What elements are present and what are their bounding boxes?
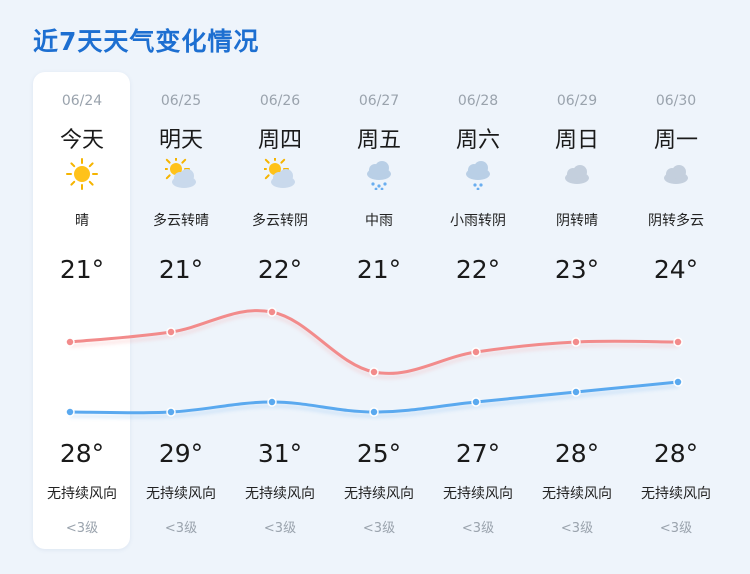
temp-top: 24° — [653, 255, 699, 284]
day-column: 06/28 周六小雨转阴 22° 27° 无持续风向 <3级 — [428, 72, 528, 549]
data-point — [471, 347, 481, 357]
wind-direction: 无持续风向 — [344, 486, 414, 502]
weather-text: 晴 — [75, 212, 89, 229]
wind-level: <3级 — [461, 521, 495, 536]
date-label: 06/25 — [160, 93, 202, 109]
date-label: 06/29 — [556, 93, 598, 109]
data-point — [369, 367, 379, 377]
day-name: 周六 — [455, 128, 500, 153]
date-label: 06/26 — [259, 93, 301, 109]
data-point — [65, 337, 75, 347]
day-name: 周日 — [554, 128, 599, 153]
weather-text: 小雨转阴 — [450, 212, 506, 229]
sunny-icon — [66, 158, 98, 190]
temp-top: 21° — [158, 255, 204, 284]
partly-cloudy-icon — [261, 155, 296, 190]
day-column: 06/25 明天多云转晴 21° 29° 无持续风向 <3级 — [131, 72, 231, 549]
wind-direction: 无持续风向 — [443, 486, 513, 502]
today-card — [33, 72, 130, 549]
data-point — [673, 377, 683, 387]
series-line — [68, 309, 680, 375]
temp-bottom: 28° — [554, 439, 600, 468]
temp-bottom: 28° — [59, 439, 105, 468]
rain-icon — [363, 158, 395, 191]
temp-top: 22° — [455, 255, 501, 284]
data-point — [673, 337, 683, 347]
day-column: 06/24 今天晴 21° 28° 无持续风向 <3级 — [32, 72, 132, 549]
day-column: 06/29 周日阴转晴 23° 28° 无持续风向 <3级 — [527, 72, 627, 549]
data-point — [571, 337, 581, 347]
date-label: 06/30 — [655, 93, 697, 109]
day-column: 06/26 周四多云转阴 22° 31° 无持续风向 <3级 — [230, 72, 330, 549]
date-label: 06/27 — [358, 93, 400, 109]
temp-bottom: 25° — [356, 439, 402, 468]
light-rain-icon — [462, 158, 494, 191]
date-label: 06/24 — [61, 93, 103, 109]
date-label: 06/28 — [457, 93, 499, 109]
data-point — [471, 397, 481, 407]
wind-direction: 无持续风向 — [245, 486, 315, 502]
wind-level: <3级 — [164, 521, 198, 536]
data-point — [571, 387, 581, 397]
data-point — [65, 407, 75, 417]
wind-level: <3级 — [65, 521, 99, 536]
day-name: 周四 — [257, 128, 302, 153]
temp-bottom: 27° — [455, 439, 501, 468]
temp-bottom: 29° — [158, 439, 204, 468]
weather-text: 多云转晴 — [153, 212, 209, 229]
temp-top: 23° — [554, 255, 600, 284]
day-column: 06/27 周五中雨 21° 25° 无持续风向 <3级 — [329, 72, 429, 549]
page-title: 近7天天气变化情况 — [33, 27, 260, 56]
partly-cloudy-icon — [162, 155, 197, 190]
data-point — [267, 307, 277, 317]
weather-text: 阴转多云 — [648, 212, 704, 229]
data-point — [369, 407, 379, 417]
day-name: 周五 — [356, 128, 401, 153]
temp-bottom: 28° — [653, 439, 699, 468]
day-name: 周一 — [653, 128, 698, 153]
wind-direction: 无持续风向 — [641, 486, 711, 502]
weather-text: 多云转阴 — [252, 212, 308, 229]
data-point — [166, 327, 176, 337]
cloudy-icon — [660, 158, 692, 190]
wind-level: <3级 — [659, 521, 693, 536]
weather-text: 中雨 — [365, 212, 393, 229]
cloudy-icon — [561, 158, 593, 190]
temp-bottom: 31° — [257, 439, 303, 468]
day-column: 06/30 周一阴转多云 24° 28° 无持续风向 <3级 — [626, 72, 726, 549]
day-name: 明天 — [158, 128, 203, 153]
wind-level: <3级 — [560, 521, 594, 536]
data-point — [267, 397, 277, 407]
weather-text: 阴转晴 — [556, 212, 598, 229]
wind-direction: 无持续风向 — [146, 486, 216, 502]
temp-top: 21° — [59, 255, 105, 284]
temp-top: 21° — [356, 255, 402, 284]
wind-level: <3级 — [263, 521, 297, 536]
wind-level: <3级 — [362, 521, 396, 536]
day-name: 今天 — [59, 128, 104, 153]
wind-direction: 无持续风向 — [47, 486, 117, 502]
temp-top: 22° — [257, 255, 303, 284]
data-point — [166, 407, 176, 417]
wind-direction: 无持续风向 — [542, 486, 612, 502]
